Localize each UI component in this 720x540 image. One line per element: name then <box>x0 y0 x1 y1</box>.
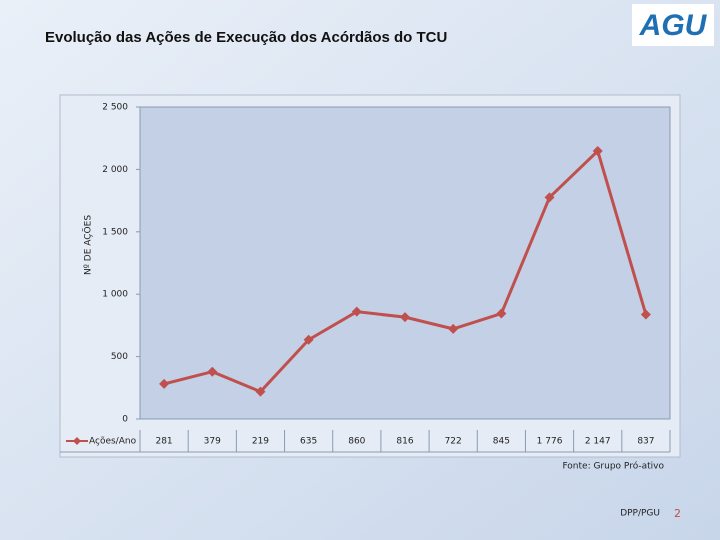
y-axis-label: Nº DE AÇÕES <box>82 215 94 275</box>
y-tick-label: 1 500 <box>102 227 128 237</box>
data-point <box>496 308 507 319</box>
legend-marker <box>73 437 81 445</box>
y-tick-label: 500 <box>111 352 128 362</box>
table-value: 860 <box>348 437 365 447</box>
data-point <box>255 386 266 397</box>
table-value: 2 147 <box>585 437 611 447</box>
data-point <box>351 306 362 317</box>
table-value: 281 <box>155 437 172 447</box>
data-point <box>159 378 170 389</box>
table-value: 845 <box>493 437 510 447</box>
y-tick-label: 1 000 <box>102 290 128 300</box>
data-point <box>207 366 218 377</box>
source: Fonte: Grupo Pró-ativo <box>562 461 664 472</box>
plot-area <box>139 106 671 420</box>
footer: DPP/PGU <box>620 509 660 519</box>
data-point <box>544 192 555 203</box>
data-point <box>448 323 459 334</box>
table-value: 379 <box>204 437 221 447</box>
slide-title: Evolução das Ações de Execução dos Acórd… <box>45 29 447 46</box>
data-point <box>592 146 603 157</box>
table-value: 219 <box>252 437 269 447</box>
y-tick-label: 2 500 <box>102 103 128 113</box>
table-value: 1 776 <box>537 437 563 447</box>
data-point <box>400 312 410 323</box>
y-tick-label: 2 000 <box>102 165 128 175</box>
table-value: 635 <box>300 437 317 447</box>
page-number: 2 <box>674 507 681 520</box>
table-value: 816 <box>396 437 413 447</box>
logo-box <box>632 4 714 46</box>
legend-label: Ações/Ano <box>89 437 137 447</box>
logo: AGU <box>639 9 708 42</box>
table-value: 837 <box>637 437 654 447</box>
data-point <box>640 309 651 320</box>
data-point <box>303 334 314 345</box>
table-value: 722 <box>445 437 462 447</box>
y-tick-label: 0 <box>122 415 128 425</box>
